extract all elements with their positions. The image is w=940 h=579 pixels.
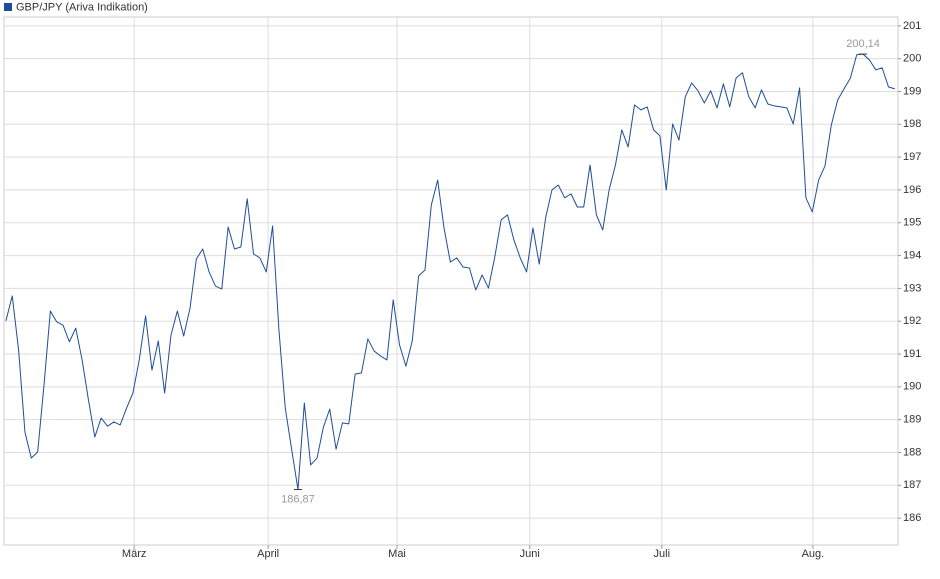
legend-label: GBP/JPY (Ariva Indikation) bbox=[16, 1, 148, 13]
line bbox=[5, 53, 895, 491]
x-tick-label: Juni bbox=[520, 548, 540, 560]
y-tick-label: 188 bbox=[903, 446, 921, 458]
y-tick-label: 191 bbox=[903, 348, 921, 360]
y-tick-label: 187 bbox=[903, 479, 921, 491]
annotation: 200,14 bbox=[846, 38, 880, 50]
y-tick-label: 201 bbox=[903, 20, 921, 32]
y-tick-label: 198 bbox=[903, 118, 921, 130]
y-tick-label: 197 bbox=[903, 151, 921, 163]
plot-frame bbox=[3, 16, 899, 546]
x-tick-label: Mai bbox=[388, 548, 406, 560]
legend-swatch bbox=[4, 3, 12, 11]
x-tick-label: Juli bbox=[654, 548, 671, 560]
y-tick-label: 194 bbox=[903, 249, 921, 261]
y-tick-label: 192 bbox=[903, 315, 921, 327]
x-tick-label: Aug. bbox=[802, 548, 825, 560]
y-tick-label: 190 bbox=[903, 381, 921, 393]
annotation: 186,87 bbox=[281, 493, 315, 505]
y-tick-label: 196 bbox=[903, 184, 921, 196]
y-tick-label: 193 bbox=[903, 282, 921, 294]
y-tick-label: 189 bbox=[903, 414, 921, 426]
y-tick-label: 195 bbox=[903, 217, 921, 229]
y-tick-label: 200 bbox=[903, 53, 921, 65]
x-tick-label: März bbox=[122, 548, 146, 560]
x-tick-label: April bbox=[257, 548, 279, 560]
y-tick-label: 199 bbox=[903, 85, 921, 97]
y-tick-label: 186 bbox=[903, 512, 921, 524]
